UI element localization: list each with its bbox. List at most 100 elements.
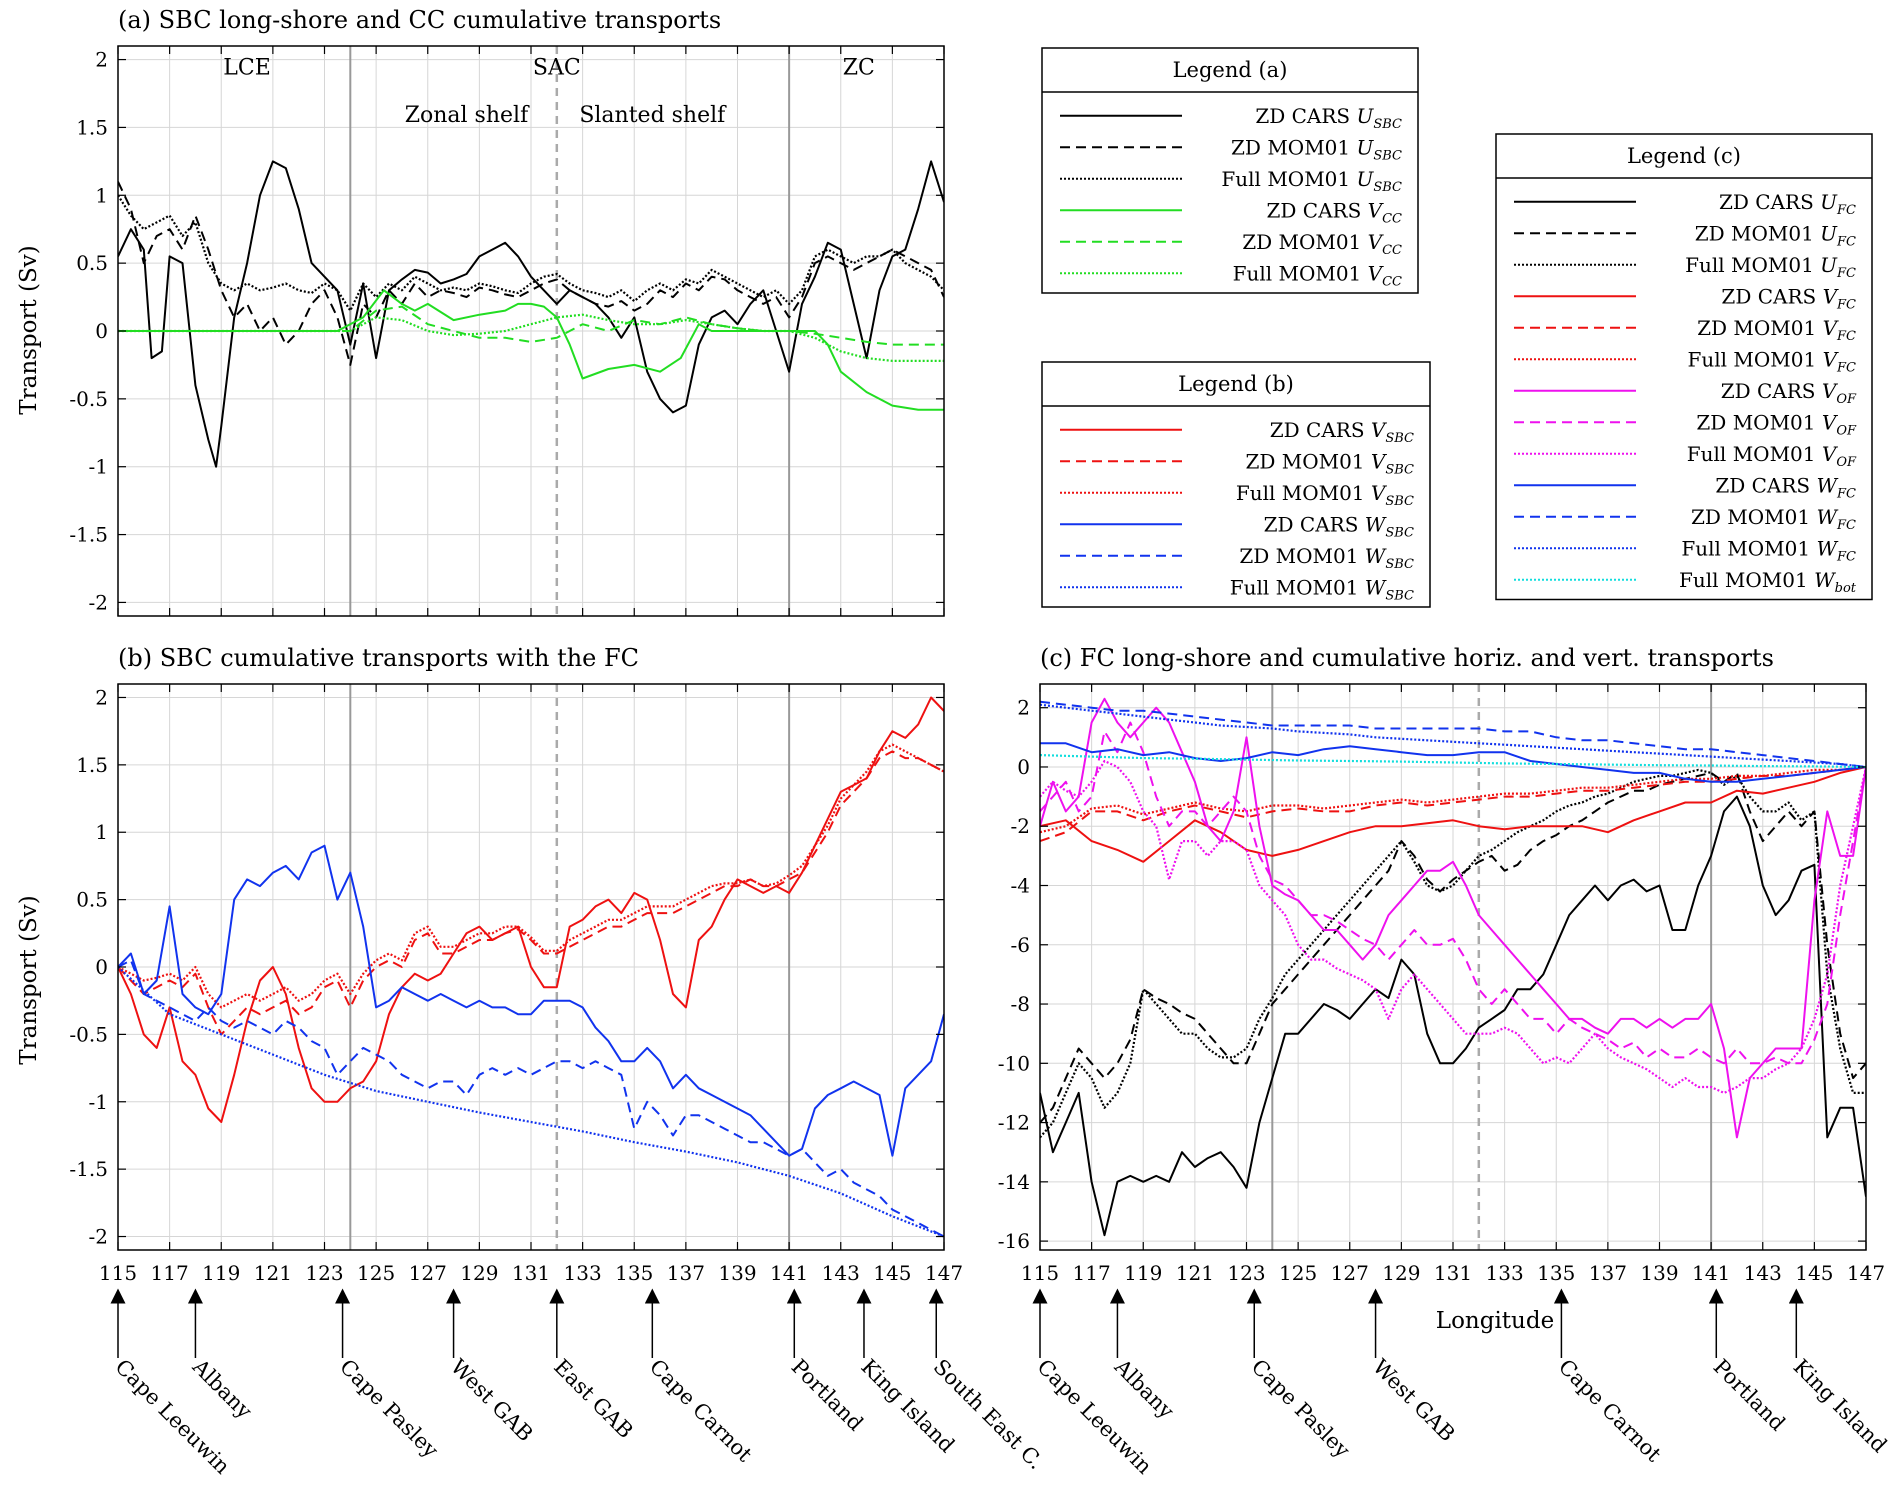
x-tick-label: 129 (1382, 1261, 1420, 1285)
x-tick-label: 143 (1744, 1261, 1782, 1285)
legend-entry-label: ZD CARS (1721, 379, 1822, 403)
legend-entry-symbol: V (1823, 284, 1840, 308)
y-tick-label: -12 (998, 1111, 1030, 1135)
legend-entry-symbol: V (1368, 198, 1385, 222)
x-tick-label: 117 (1073, 1261, 1111, 1285)
x-tick-label: 117 (151, 1261, 189, 1285)
x-tick-label: 127 (409, 1261, 447, 1285)
legend-entry-label: ZD MOM01 (1691, 505, 1816, 529)
series-line-c-9 (1040, 742, 1866, 783)
legend-entry: Full MOM01 USBC (1221, 167, 1402, 195)
y-tick-label: 1.5 (76, 753, 108, 777)
y-tick-label: -1.5 (69, 1157, 108, 1181)
x-tick-label: 125 (1279, 1261, 1317, 1285)
legend-entry-label: ZD MOM01 (1231, 135, 1356, 159)
place-label: Portland (1709, 1355, 1790, 1436)
series-line-b-0 (118, 696, 944, 1123)
x-tick-label: 123 (305, 1261, 343, 1285)
legend-entry-label: ZD CARS (1270, 418, 1371, 442)
legend-entry-label: Full MOM01 (1687, 442, 1822, 466)
legend-entry-subscript: bot (1835, 581, 1857, 596)
legend-entry-subscript: OF (1836, 423, 1857, 438)
legend-entry: Full MOM01 VCC (1233, 261, 1402, 289)
x-tick-label: 115 (1021, 1261, 1059, 1285)
legend-entry-label: ZD CARS (1719, 190, 1820, 214)
legend-entry-symbol: V (1371, 449, 1388, 473)
x-tick-label: 121 (1176, 1261, 1214, 1285)
legend-entry-subscript: FC (1836, 360, 1856, 375)
region-label: Zonal shelf (405, 103, 530, 128)
legend-entry-symbol: V (1822, 410, 1839, 434)
legend-entry: ZD MOM01 VSBC (1245, 449, 1414, 477)
series-line-a-4 (118, 305, 944, 346)
y-tick-label: -4 (1011, 874, 1030, 898)
legend-entry-label: ZD MOM01 (1696, 410, 1821, 434)
x-tick-label: 145 (873, 1261, 911, 1285)
legend-entry-subscript: FC (1836, 486, 1856, 501)
legend-entry: Full MOM01 WSBC (1230, 575, 1414, 603)
x-tick-label: 145 (1795, 1261, 1833, 1285)
x-tick-label: 133 (564, 1261, 602, 1285)
series-line-b-3 (118, 844, 944, 1157)
y-tick-label: 0.5 (76, 251, 108, 275)
legend-entry: ZD CARS VCC (1266, 198, 1402, 226)
legend-entry: ZD MOM01 VCC (1242, 230, 1402, 258)
legend-entry-label: ZD MOM01 (1239, 544, 1364, 568)
x-tick-label: 123 (1227, 1261, 1265, 1285)
panel-b-ylabel: Transport (Sv) (16, 895, 42, 1064)
place-label: West GAB (1368, 1355, 1460, 1447)
legend-entry: Full MOM01 VSBC (1236, 481, 1414, 509)
series-line-a-2 (118, 194, 944, 312)
legend-box (1495, 133, 1873, 601)
legend-entry-subscript: SBC (1373, 148, 1402, 163)
place-label: Cape Pasley (1247, 1355, 1355, 1463)
legend-entry-label: Full MOM01 (1230, 575, 1365, 599)
y-tick-label: -6 (1011, 933, 1030, 957)
y-tick-label: -0.5 (69, 1022, 108, 1046)
legend-entry-subscript: CC (1382, 274, 1402, 289)
legend-entry-subscript: FC (1836, 329, 1856, 344)
x-tick-label: 129 (460, 1261, 498, 1285)
y-tick-label: 2 (1017, 696, 1030, 720)
y-tick-label: 2 (95, 48, 108, 72)
x-tick-label: 131 (1434, 1261, 1472, 1285)
grid-c (1039, 684, 1867, 1250)
y-tick-label: 1 (95, 183, 108, 207)
y-tick-label: -2 (1011, 814, 1030, 838)
legend-entry-symbol: V (1368, 230, 1385, 254)
y-tick-label: 0.5 (76, 888, 108, 912)
y-tick-label: -8 (1011, 992, 1030, 1016)
legend-entry: ZD CARS WFC (1715, 473, 1856, 501)
legend-entry: ZD CARS WSBC (1264, 512, 1414, 540)
legend-entry-subscript: FC (1836, 234, 1856, 249)
legend-entry-symbol: U (1356, 135, 1374, 159)
legend-entry-subscript: SBC (1373, 180, 1402, 195)
legend-entry: ZD CARS UFC (1719, 190, 1856, 218)
x-tick-label: 143 (822, 1261, 860, 1285)
legend-entry: Full MOM01 VFC (1688, 347, 1857, 375)
legend-entry-label: ZD CARS (1715, 473, 1816, 497)
legend-entry-subscript: FC (1836, 266, 1856, 281)
series-line-c-6 (1040, 697, 1866, 1139)
x-tick-label: 125 (357, 1261, 395, 1285)
legend-entry-label: ZD MOM01 (1695, 221, 1820, 245)
y-tick-label: -1 (89, 1090, 108, 1114)
legend-box (1041, 361, 1431, 608)
y-tick-label: -0.5 (69, 387, 108, 411)
legend-entry: Full MOM01 VOF (1687, 442, 1857, 470)
place-label: Cape Carnot (1554, 1355, 1666, 1467)
legend-entry-subscript: FC (1836, 203, 1856, 218)
series-line-c-12 (1040, 754, 1866, 769)
legend-entry-subscript: FC (1836, 297, 1856, 312)
place-label: Cape Carnot (645, 1355, 757, 1467)
x-tick-label: 133 (1486, 1261, 1524, 1285)
legend-entry-symbol: W (1814, 568, 1836, 592)
legend-title: Legend (c) (1627, 144, 1741, 168)
legend-entry-symbol: U (1820, 190, 1838, 214)
series-line-b-4 (118, 959, 944, 1238)
legend-box (1041, 47, 1419, 294)
place-label: East GAB (549, 1355, 637, 1443)
